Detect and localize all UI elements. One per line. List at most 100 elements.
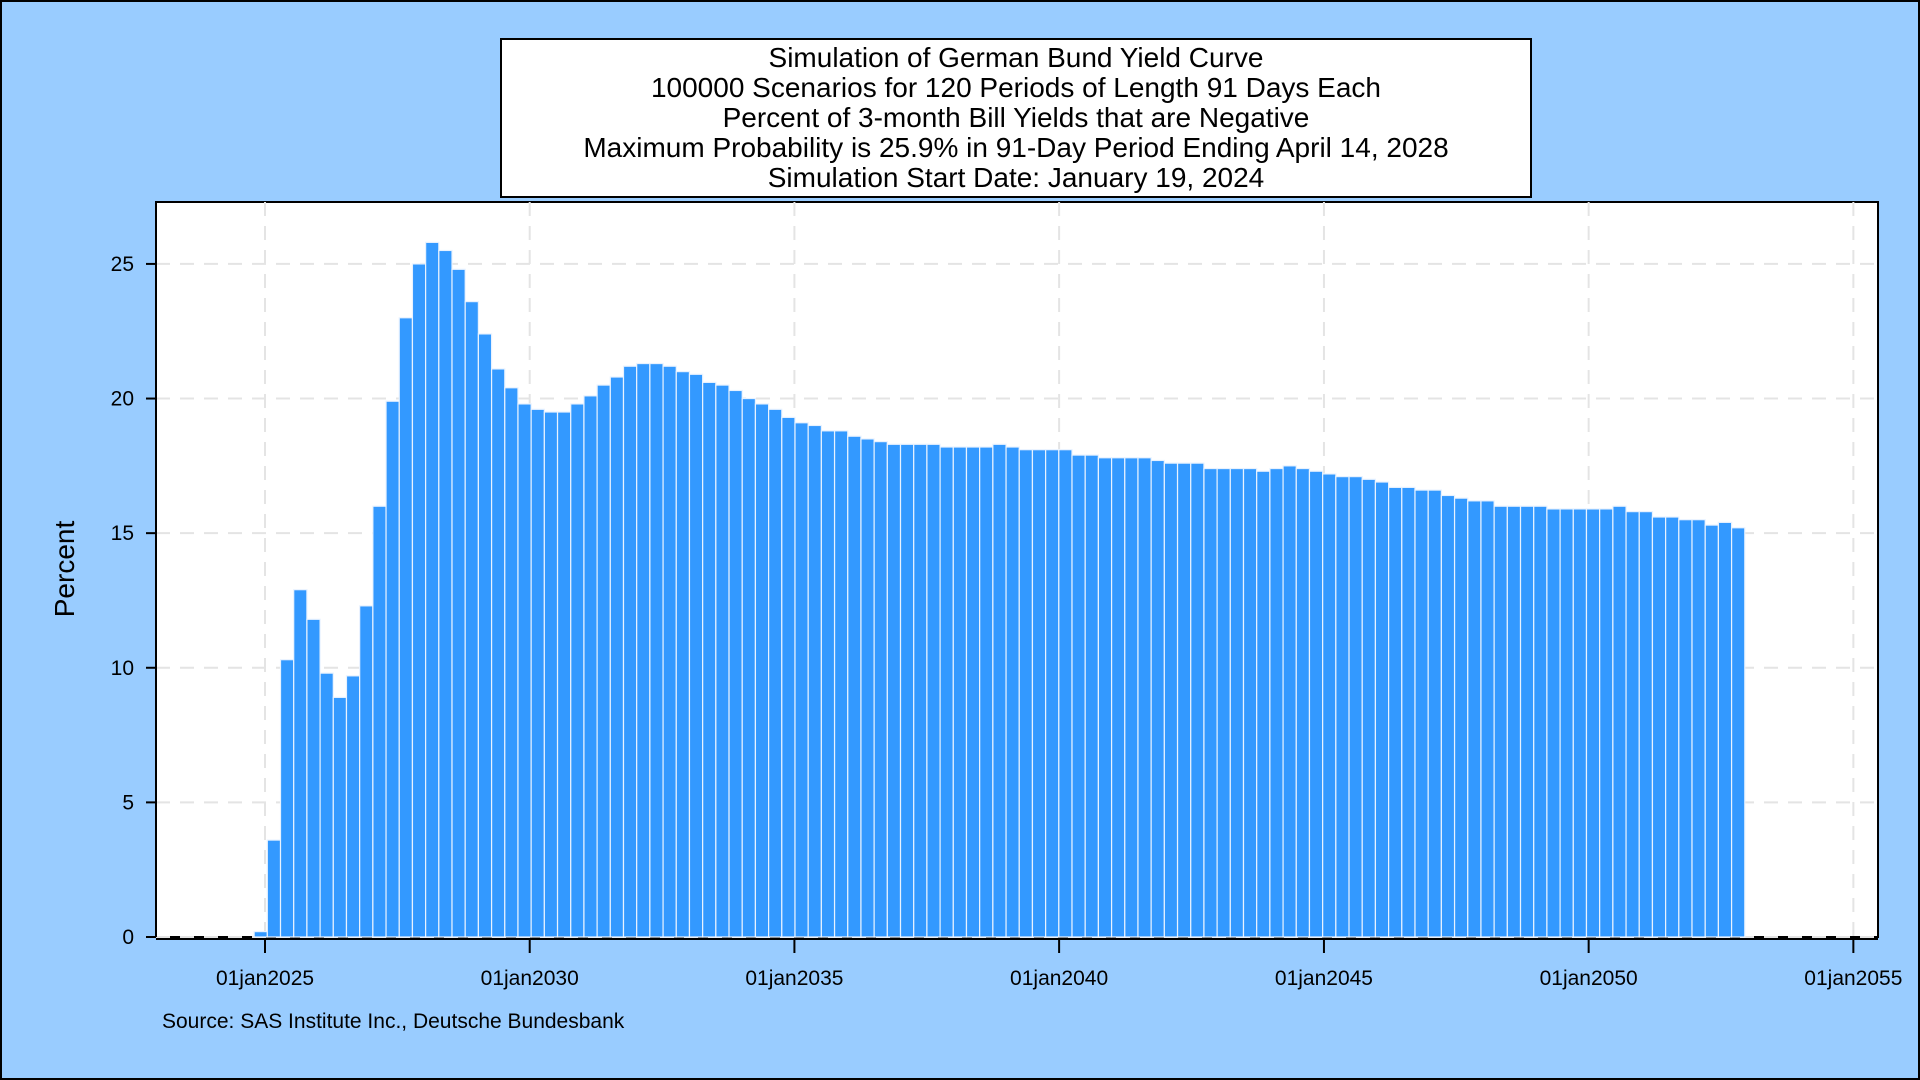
bar: [649, 362, 664, 938]
bar: [1018, 449, 1034, 938]
bar: [1691, 519, 1706, 938]
x-tick-label: 01jan2050: [1540, 967, 1638, 990]
bar: [398, 317, 414, 938]
bar: [1242, 467, 1258, 938]
bar: [1638, 511, 1654, 938]
x-tick-label: 01jan2045: [1275, 967, 1373, 990]
bar: [807, 424, 822, 938]
bar: [702, 381, 717, 938]
bar: [1269, 467, 1284, 938]
bar: [1110, 457, 1126, 938]
bar: [1480, 500, 1495, 938]
y-tick-label: 25: [111, 253, 134, 276]
bar: [411, 263, 427, 938]
bar: [596, 384, 611, 938]
bar: [306, 618, 321, 938]
bar: [504, 387, 519, 938]
bar: [899, 443, 915, 938]
bar: [1348, 476, 1363, 938]
x-tick-label: 01jan2035: [745, 967, 843, 990]
bar: [1203, 467, 1218, 938]
source-note: Source: SAS Institute Inc., Deutsche Bun…: [162, 1010, 625, 1033]
bar: [1453, 497, 1469, 938]
bar: [688, 373, 704, 938]
y-tick-label: 5: [122, 791, 134, 814]
bar: [425, 241, 440, 938]
bar: [1730, 527, 1746, 938]
bar: [1612, 505, 1627, 938]
bar: [293, 589, 308, 938]
bar: [873, 441, 888, 938]
y-tick-label: 10: [111, 657, 134, 680]
axes: 0 5 10 15 20 25 01jan2025 01jan2030 01jan2035 01j…: [111, 202, 1902, 990]
bar: [1190, 462, 1205, 938]
bar: [1163, 462, 1179, 938]
bar: [1216, 467, 1231, 938]
bar: [1137, 457, 1152, 938]
bar: [662, 365, 677, 938]
bar: [1005, 446, 1020, 938]
bar: [1414, 489, 1429, 938]
chart-subtitle-start-date: Simulation Start Date: January 19, 2024: [767, 162, 1265, 193]
bar: [1625, 511, 1640, 938]
bar: [1335, 476, 1350, 938]
bar: [1665, 516, 1680, 938]
bar: [1519, 505, 1535, 938]
bar: [517, 403, 532, 938]
chart-title-box: Simulation of German Bund Yield Curve 10…: [500, 38, 1532, 198]
bar: [926, 443, 941, 938]
y-tick-label: 20: [111, 388, 134, 411]
bar: [451, 268, 466, 938]
bar: [754, 403, 770, 938]
bar: [1585, 508, 1601, 938]
bar: [1651, 516, 1667, 938]
bar: [1058, 449, 1073, 938]
x-tick-label: 01jan2055: [1804, 967, 1902, 990]
bar: [1599, 508, 1614, 938]
bar: [477, 333, 493, 938]
bar: [794, 422, 809, 938]
bar: [781, 416, 796, 938]
bar: [583, 395, 598, 938]
bar: [741, 397, 757, 938]
bar: [1427, 489, 1442, 938]
y-tick-label: 0: [122, 926, 134, 949]
bar: [609, 376, 625, 938]
bar: [319, 672, 334, 938]
chart-subtitle-scenarios: 100000 Scenarios for 120 Periods of Leng…: [650, 72, 1382, 103]
bar: [1678, 519, 1693, 938]
bar: [952, 446, 968, 938]
bar: [965, 446, 981, 938]
bar: [1401, 486, 1416, 938]
bar: [860, 438, 875, 938]
bar: [1071, 454, 1086, 938]
bar: [345, 675, 361, 938]
bar: [556, 411, 572, 938]
bar: [1124, 457, 1139, 938]
bar: [372, 505, 387, 938]
bar: [992, 443, 1007, 938]
x-tick-label: 01jan2025: [216, 967, 314, 990]
bar: [279, 659, 295, 938]
chart-subtitle-measure: Percent of 3-month Bill Yields that are …: [722, 102, 1310, 133]
bar: [1361, 478, 1377, 938]
bar: [266, 839, 282, 938]
bar: [979, 446, 994, 938]
bars: [253, 241, 1746, 938]
chart-subtitle-maximum: Maximum Probability is 25.9% in 91-Day P…: [583, 132, 1449, 163]
y-axis-label: Percent: [49, 521, 80, 618]
bar: [490, 368, 506, 938]
bar: [438, 249, 453, 938]
bar: [1256, 470, 1271, 938]
bar: [1506, 505, 1522, 938]
bar: [636, 362, 651, 938]
bar: [1282, 465, 1297, 938]
bar: [1031, 449, 1047, 938]
bar: [1559, 508, 1574, 938]
bar: [1388, 486, 1403, 938]
bar: [939, 446, 954, 938]
bar: [886, 443, 902, 938]
bar: [1045, 449, 1060, 938]
bar: [675, 371, 691, 938]
